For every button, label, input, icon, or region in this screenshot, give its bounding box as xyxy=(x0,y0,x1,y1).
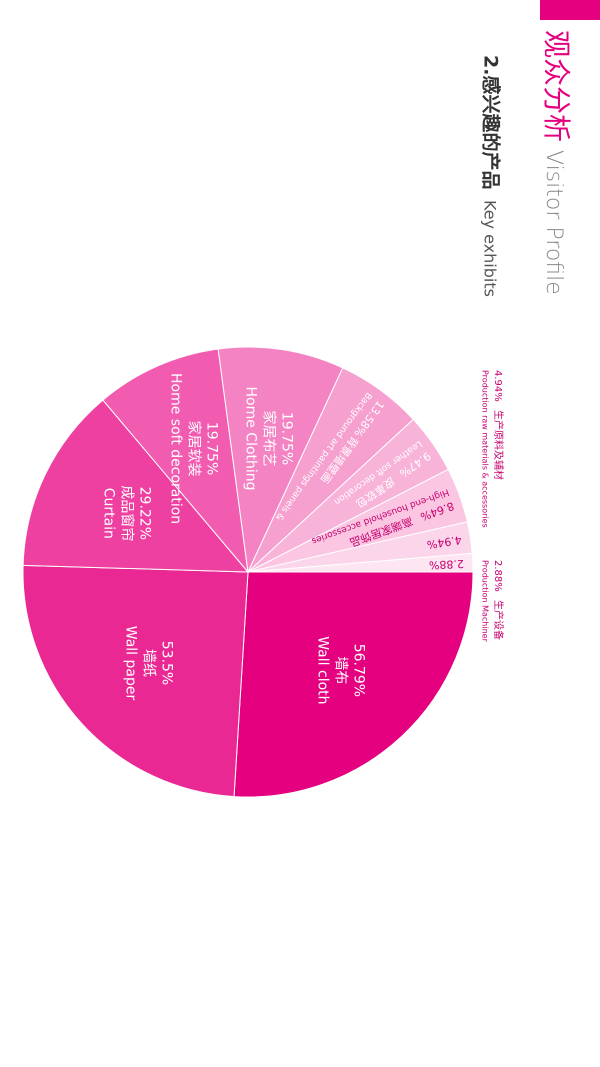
category-en: Curtain xyxy=(100,488,116,539)
accent-bar xyxy=(540,0,600,20)
outer-category-en: Production Machiner xyxy=(481,560,490,643)
pie-slice xyxy=(102,348,249,574)
category-en: Wall cloth xyxy=(314,636,330,704)
slice-label: 2.88% xyxy=(429,557,464,571)
outer-category-label: 生产设备 xyxy=(492,600,505,640)
value-label: 4.94% xyxy=(426,533,463,551)
outer-category-label: 生产原料及辅材 xyxy=(492,410,505,480)
category-label: 墙纸 xyxy=(140,649,156,677)
outer-value-label: 2.88% xyxy=(492,560,503,592)
pie-slice xyxy=(22,564,249,798)
pie-slice xyxy=(247,552,474,573)
outer-value-label: 4.94% xyxy=(492,370,503,402)
value-label: 29.22% xyxy=(136,487,152,540)
category-en: Home Clothing xyxy=(242,387,258,491)
value-label: 53.5% xyxy=(158,641,174,685)
subtitle-cn: 2.感兴趣的产品 xyxy=(480,55,503,189)
value-label: 2.88% xyxy=(429,557,464,571)
pie-slice xyxy=(217,346,344,574)
subtitle-en: Key exhibits xyxy=(481,200,500,297)
pie-slice xyxy=(22,399,250,573)
category-label: 家居布艺 xyxy=(260,411,277,467)
category-en: Home soft decoration xyxy=(167,373,183,524)
value-label: 56.79% xyxy=(350,644,366,697)
category-label: 墙布 xyxy=(332,656,348,684)
pie-slice xyxy=(233,571,474,798)
category-en: Wall paper xyxy=(122,626,138,701)
slice-label: 4.94% xyxy=(426,533,463,551)
category-label: 家居软装 xyxy=(185,421,202,477)
value-label: 19.75% xyxy=(203,422,219,475)
value-label: 19.75% xyxy=(278,412,294,465)
outer-category-en: Production raw materials & accessories xyxy=(481,370,490,528)
title-en: Visitor Profile xyxy=(541,150,566,295)
category-label: 成品窗帘 xyxy=(118,485,135,541)
title-cn: 观众分析 xyxy=(540,30,573,142)
